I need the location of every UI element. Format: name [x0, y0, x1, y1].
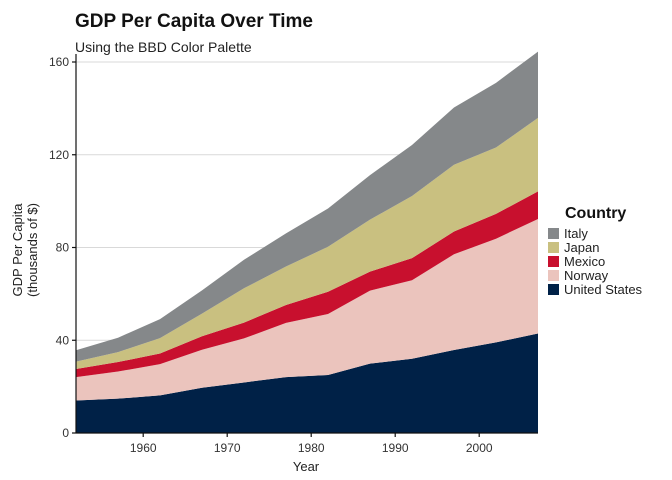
y-tick-label-160: 160 [49, 55, 69, 69]
x-tick-label-1990: 1990 [382, 441, 409, 455]
x-tick-label-2000: 2000 [466, 441, 493, 455]
chart-subtitle: Using the BBD Color Palette [75, 39, 252, 55]
legend-label-italy: Italy [564, 226, 588, 241]
x-tick-label-1970: 1970 [214, 441, 241, 455]
area-norway [76, 218, 538, 401]
y-tick-label-80: 80 [56, 241, 70, 255]
legend-swatch-italy [548, 228, 559, 239]
legend-swatch-japan [548, 242, 559, 253]
legend-swatch-norway [548, 270, 559, 281]
x-tick-label-1980: 1980 [298, 441, 325, 455]
x-axis-title: Year [293, 459, 320, 474]
stacked-areas [76, 51, 538, 433]
legend-label-mexico: Mexico [564, 254, 605, 269]
y-axis-title-line-2: (thousands of $) [25, 203, 40, 297]
area-united-states [76, 333, 538, 433]
legend-title: Country [565, 205, 626, 222]
legend-label-united-states: United States [564, 282, 643, 297]
legend-label-norway: Norway [564, 268, 609, 283]
x-tick-label-1960: 1960 [130, 441, 157, 455]
y-tick-label-40: 40 [56, 333, 70, 347]
legend-label-japan: Japan [564, 240, 599, 255]
legend-swatch-mexico [548, 256, 559, 267]
chart-title: GDP Per Capita Over Time [75, 11, 313, 32]
legend-swatch-united-states [548, 284, 559, 295]
y-tick-label-120: 120 [49, 148, 69, 162]
y-axis-title: GDP Per Capita (thousands of $) [10, 203, 40, 297]
axes: 0 40 80 120 160 1960 1970 1980 1990 2000 [49, 54, 538, 455]
y-tick-label-0: 0 [62, 426, 69, 440]
y-axis-title-line-1: GDP Per Capita [10, 203, 25, 297]
